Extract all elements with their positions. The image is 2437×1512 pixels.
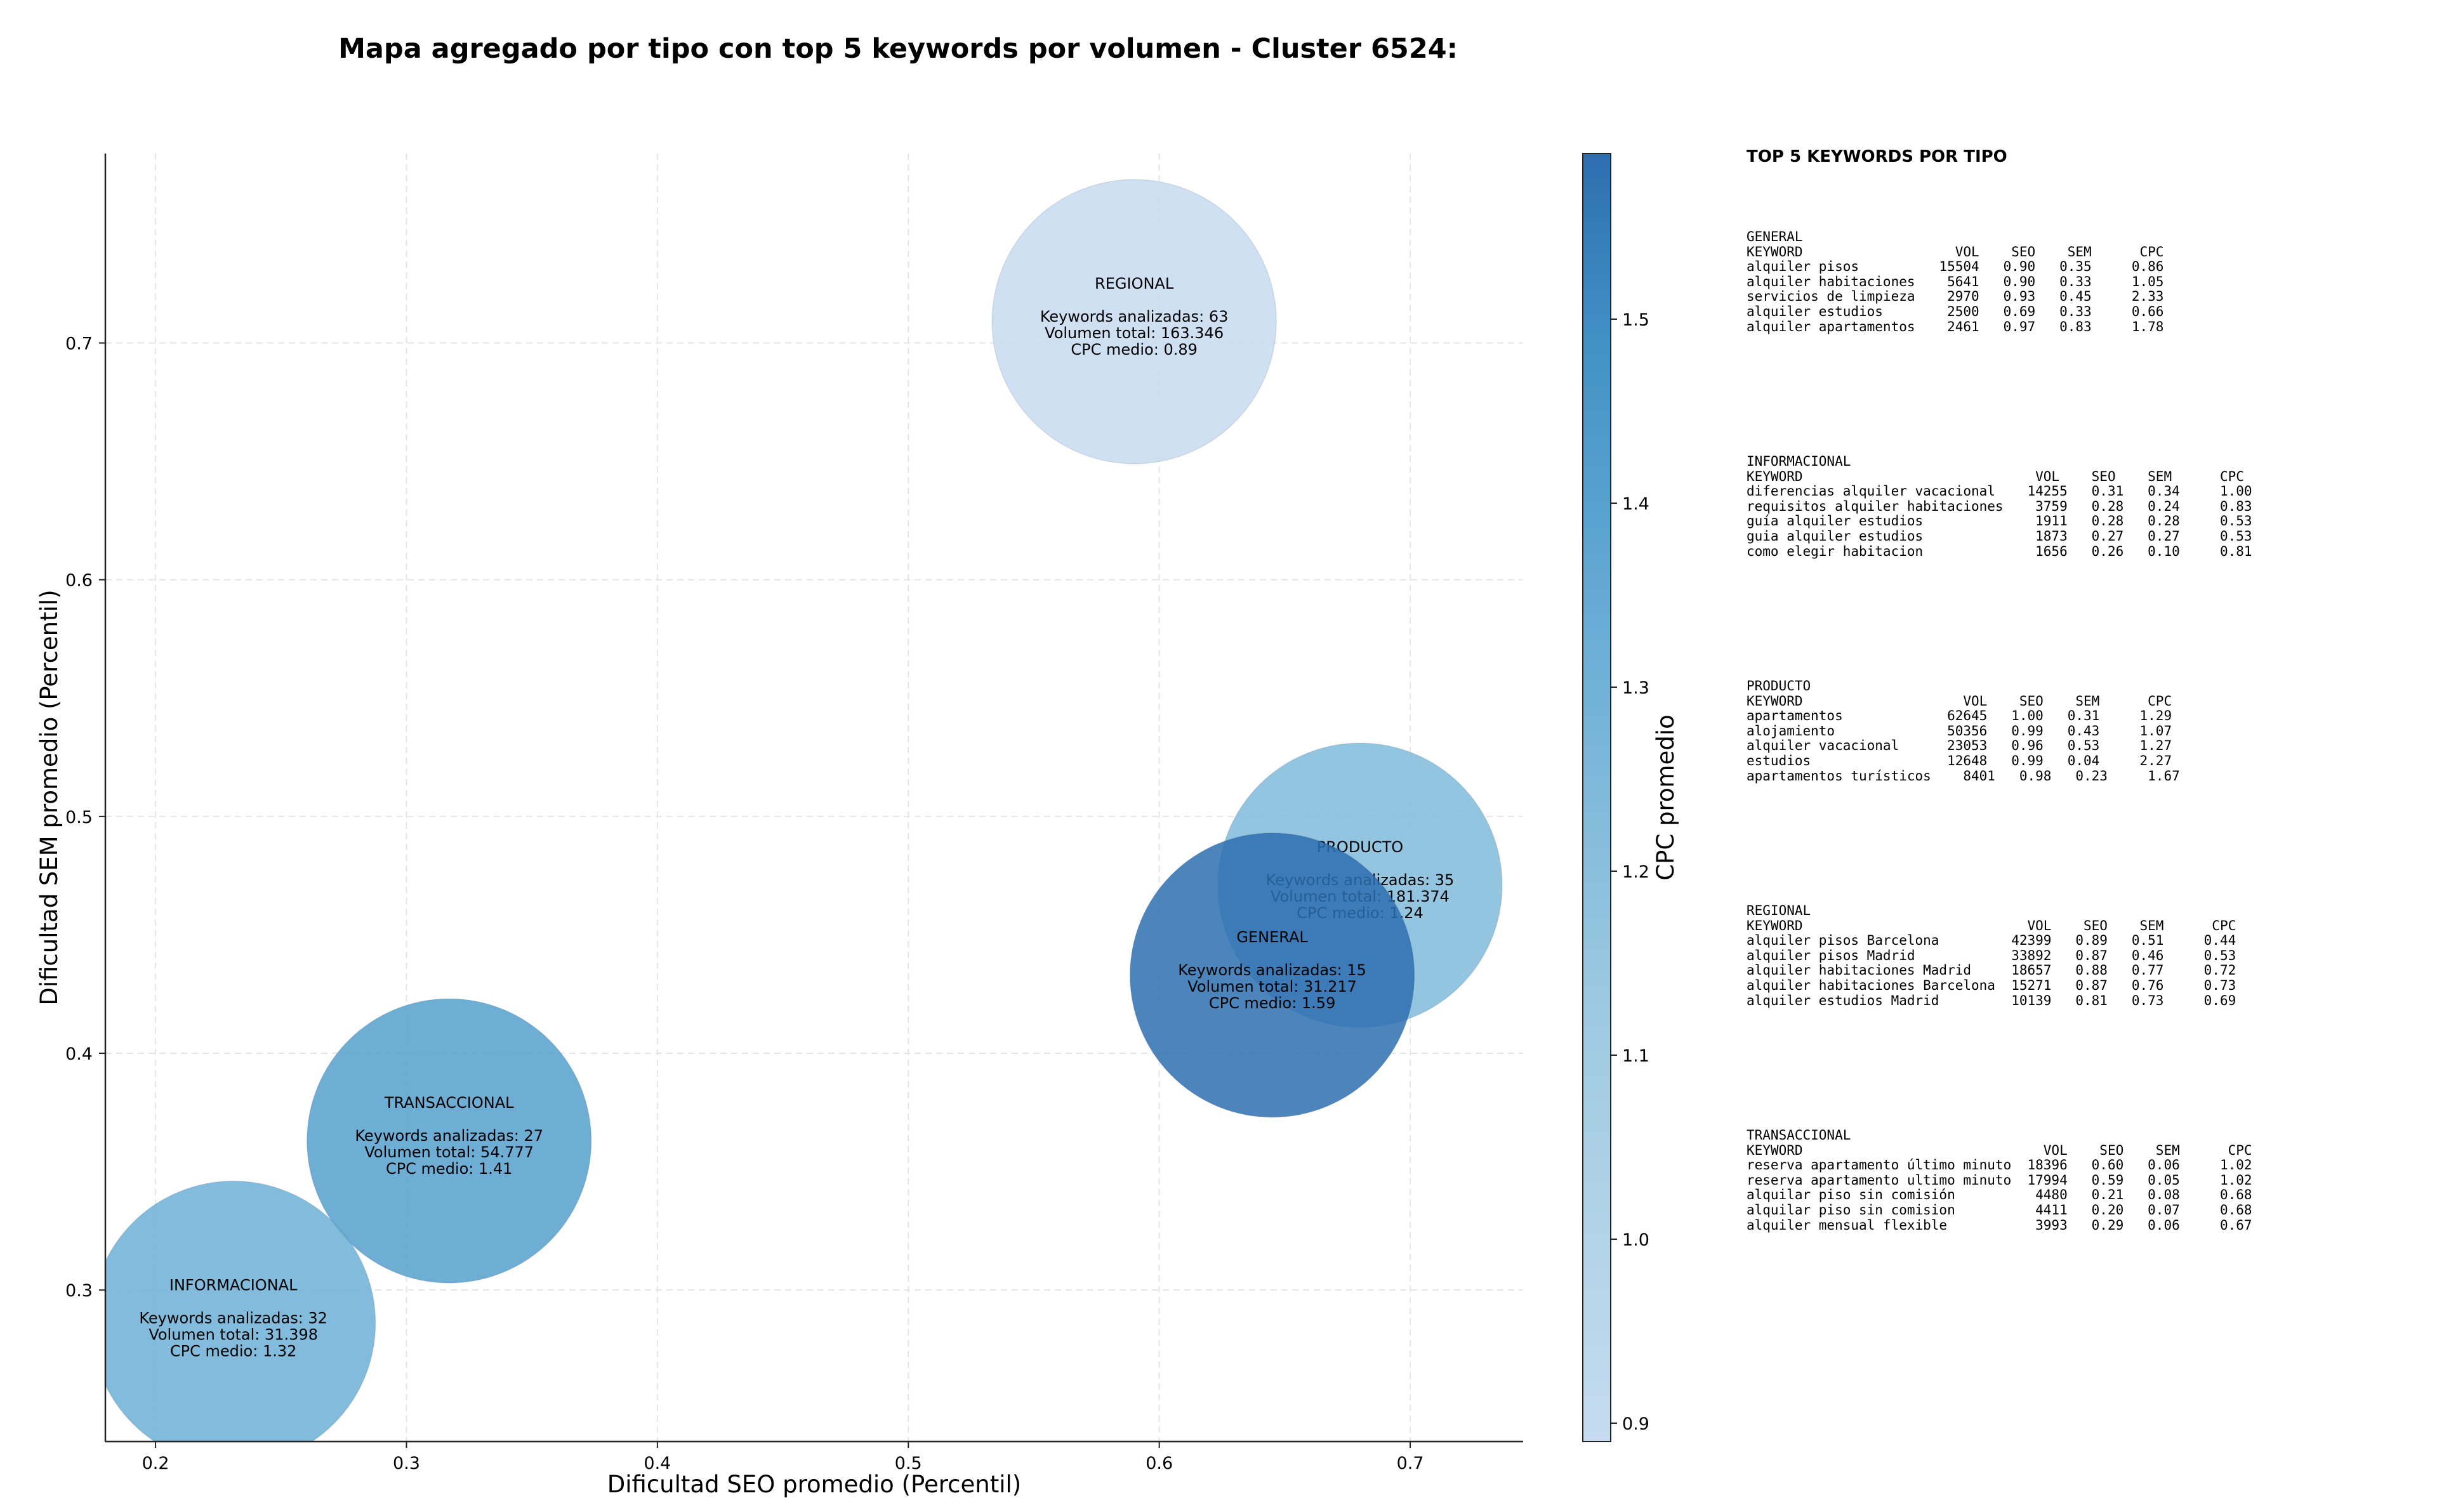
- bubble-type-label: REGIONAL: [1095, 275, 1174, 293]
- bubble-keywords-count: Keywords analizadas: 32: [139, 1309, 327, 1327]
- bubble-circle: [1129, 832, 1415, 1118]
- panel-title: TOP 5 KEYWORDS POR TIPO: [1747, 147, 2007, 166]
- tick-labels: 0.2 0.3 0.4 0.5 0.6 0.7 0.3 0.4 0.5 0.6 0.7: [65, 334, 1424, 1473]
- keyword-table-row: estudios 12648 0.99 0.04 2.27: [1747, 753, 2172, 768]
- keyword-panel: TOP 5 KEYWORDS POR TIPO GENERAL KEYWORD V…: [1747, 147, 2419, 1232]
- y-tick-label: 0.7: [65, 334, 93, 354]
- y-tick-label: 0.5: [65, 808, 93, 827]
- keyword-table-row: reserva apartamento último minuto 18396 …: [1747, 1157, 2252, 1173]
- keyword-table-informacional: INFORMACIONAL KEYWORD VOL SEO SEM CPC dife…: [1747, 454, 2252, 559]
- colorbar-tick-label: 1.4: [1622, 494, 1649, 514]
- keyword-table-row: alquiler habitaciones 5641 0.90 0.33 1.0…: [1747, 273, 2164, 289]
- keyword-table-heading: REGIONAL: [1747, 903, 1811, 918]
- keyword-table-row: apartamentos 62645 1.00 0.31 1.29: [1747, 708, 2172, 724]
- keyword-table-heading: GENERAL: [1747, 229, 1803, 244]
- keyword-table-row: alquiler habitaciones Madrid 18657 0.88 …: [1747, 963, 2236, 978]
- bubble-type-label: INFORMACIONAL: [169, 1276, 298, 1294]
- bubble-cpc-mean: CPC medio: 1.41: [386, 1160, 513, 1178]
- keyword-table-row: alquiler estudios Madrid 10139 0.81 0.73…: [1747, 992, 2236, 1008]
- keyword-table-row: como elegir habitacion 1656 0.26 0.10 0.…: [1747, 543, 2252, 559]
- keyword-table-row: alquilar piso sin comision 4411 0.20 0.0…: [1747, 1202, 2252, 1218]
- bubble-volume-total: Volumen total: 163.346: [1045, 324, 1224, 342]
- keyword-table-row: alquiler estudios 2500 0.69 0.33 0.66: [1747, 303, 2164, 319]
- bubble-keywords-count: Keywords analizadas: 27: [355, 1127, 543, 1145]
- colorbar-tick-label: 1.3: [1622, 678, 1649, 698]
- keyword-table-row: alquiler pisos Barcelona 42399 0.89 0.51…: [1747, 933, 2236, 949]
- colorbar-tick-label: 1.1: [1622, 1046, 1649, 1066]
- keyword-table-row: requisitos alquiler habitaciones 3759 0.…: [1747, 498, 2252, 514]
- bubble-volume-total: Volumen total: 54.777: [364, 1143, 534, 1161]
- keyword-table-header-row: KEYWORD VOL SEO SEM CPC: [1747, 468, 2244, 484]
- bubble-type-label: TRANSACCIONAL: [384, 1094, 514, 1112]
- keyword-table-row: diferencias alquiler vacacional 14255 0.…: [1747, 483, 2252, 499]
- keyword-table-row: alquiler vacacional 23053 0.96 0.53 1.27: [1747, 738, 2172, 754]
- y-axis-label: Dificultad SEM promedio (Percentil): [36, 589, 63, 1005]
- bubble-informacional: INFORMACIONAL Keywords analizadas: 32Volu…: [105, 1180, 376, 1442]
- keyword-table-row: servicios de limpieza 2970 0.93 0.45 2.3…: [1747, 289, 2164, 305]
- axes: [99, 154, 1523, 1448]
- y-tick-label: 0.6: [65, 571, 93, 591]
- keyword-table-heading: INFORMACIONAL: [1747, 454, 1851, 469]
- keyword-table-transaccional: TRANSACCIONAL KEYWORD VOL SEO SEM CPC rese…: [1747, 1127, 2252, 1233]
- y-tick-label: 0.3: [65, 1281, 93, 1301]
- keyword-table-row: alquiler pisos 15504 0.90 0.35 0.86: [1747, 259, 2164, 275]
- keyword-table-row: reserva apartamento ultimo minuto 17994 …: [1747, 1172, 2252, 1188]
- x-tick-label: 0.5: [895, 1454, 922, 1473]
- keyword-table-header-row: KEYWORD VOL SEO SEM CPC: [1747, 693, 2172, 709]
- y-tick-label: 0.4: [65, 1044, 93, 1064]
- keyword-table-row: alquiler mensual flexible 3993 0.29 0.06…: [1747, 1217, 2252, 1233]
- colorbar-tick-label: 1.0: [1622, 1230, 1649, 1250]
- colorbar-gradient: [1582, 153, 1611, 1442]
- keyword-table-producto: PRODUCTO KEYWORD VOL SEO SEM CPC apartamen…: [1747, 678, 2180, 784]
- colorbar: 0.9 1.0 1.1 1.2 1.3 1.4 1.5 CPC promedio: [1582, 153, 1679, 1442]
- keyword-table-row: alquilar piso sin comisión 4480 0.21 0.0…: [1747, 1187, 2252, 1203]
- bubble-volume-total: Volumen total: 31.398: [149, 1325, 318, 1343]
- bubble-keywords-count: Keywords analizadas: 15: [1178, 961, 1366, 979]
- keyword-table-header-row: KEYWORD VOL SEO SEM CPC: [1747, 1142, 2252, 1158]
- bubble-circle: [105, 1180, 376, 1442]
- bubble-circle: [306, 998, 592, 1284]
- bubble-cpc-mean: CPC medio: 0.89: [1071, 341, 1198, 358]
- x-tick-label: 0.6: [1146, 1454, 1173, 1473]
- x-tick-label: 0.7: [1397, 1454, 1424, 1473]
- colorbar-label: CPC promedio: [1652, 714, 1679, 880]
- keyword-table-heading: PRODUCTO: [1747, 678, 1811, 694]
- x-axis-label: Dificultad SEO promedio (Percentil): [607, 1471, 1021, 1498]
- x-tick-label: 0.2: [142, 1454, 169, 1473]
- colorbar-tick-label: 1.2: [1622, 862, 1649, 882]
- keyword-table-header-row: KEYWORD VOL SEO SEM CPC: [1747, 917, 2236, 933]
- keyword-table-heading: TRANSACCIONAL: [1747, 1127, 1851, 1143]
- keyword-table-regional: REGIONAL KEYWORD VOL SEO SEM CPC alquiler …: [1747, 903, 2236, 1008]
- colorbar-ticks: 0.9 1.0 1.1 1.2 1.3 1.4 1.5: [1611, 310, 1649, 1434]
- keyword-table-row: alojamiento 50356 0.99 0.43 1.07: [1747, 723, 2172, 739]
- keyword-table-row: alquiler pisos Madrid 33892 0.87 0.46 0.…: [1747, 947, 2236, 963]
- colorbar-tick-label: 0.9: [1622, 1414, 1649, 1434]
- bubble-transaccional: TRANSACCIONAL Keywords analizadas: 27Volu…: [306, 998, 592, 1284]
- colorbar-tick-label: 1.5: [1622, 310, 1649, 330]
- bubble-circle: [991, 179, 1277, 464]
- bubble-keywords-count: Keywords analizadas: 63: [1040, 308, 1229, 325]
- keyword-table-general: GENERAL KEYWORD VOL SEO SEM CPC alquiler p…: [1747, 229, 2164, 334]
- bubble-type-label: GENERAL: [1236, 928, 1308, 946]
- keyword-table-row: apartamentos turísticos 8401 0.98 0.23 1…: [1747, 768, 2180, 784]
- x-tick-label: 0.3: [393, 1454, 420, 1473]
- keyword-table-row: alquiler habitaciones Barcelona 15271 0.…: [1747, 977, 2236, 993]
- keyword-table-row: alquiler apartamentos 2461 0.97 0.83 1.7…: [1747, 319, 2164, 334]
- bubble-cpc-mean: CPC medio: 1.32: [170, 1342, 297, 1360]
- chart-title: Mapa agregado por tipo con top 5 keyword…: [338, 33, 1458, 65]
- keyword-table-row: guía alquiler estudios 1911 0.28 0.28 0.…: [1747, 513, 2252, 529]
- keyword-table-header-row: KEYWORD VOL SEO SEM CPC: [1747, 244, 2164, 260]
- bubble-cpc-mean: CPC medio: 1.59: [1209, 994, 1336, 1012]
- x-tick-label: 0.4: [644, 1454, 671, 1473]
- keyword-table-row: guia alquiler estudios 1873 0.27 0.27 0.…: [1747, 528, 2252, 544]
- bubble-volume-total: Volumen total: 31.217: [1187, 978, 1357, 996]
